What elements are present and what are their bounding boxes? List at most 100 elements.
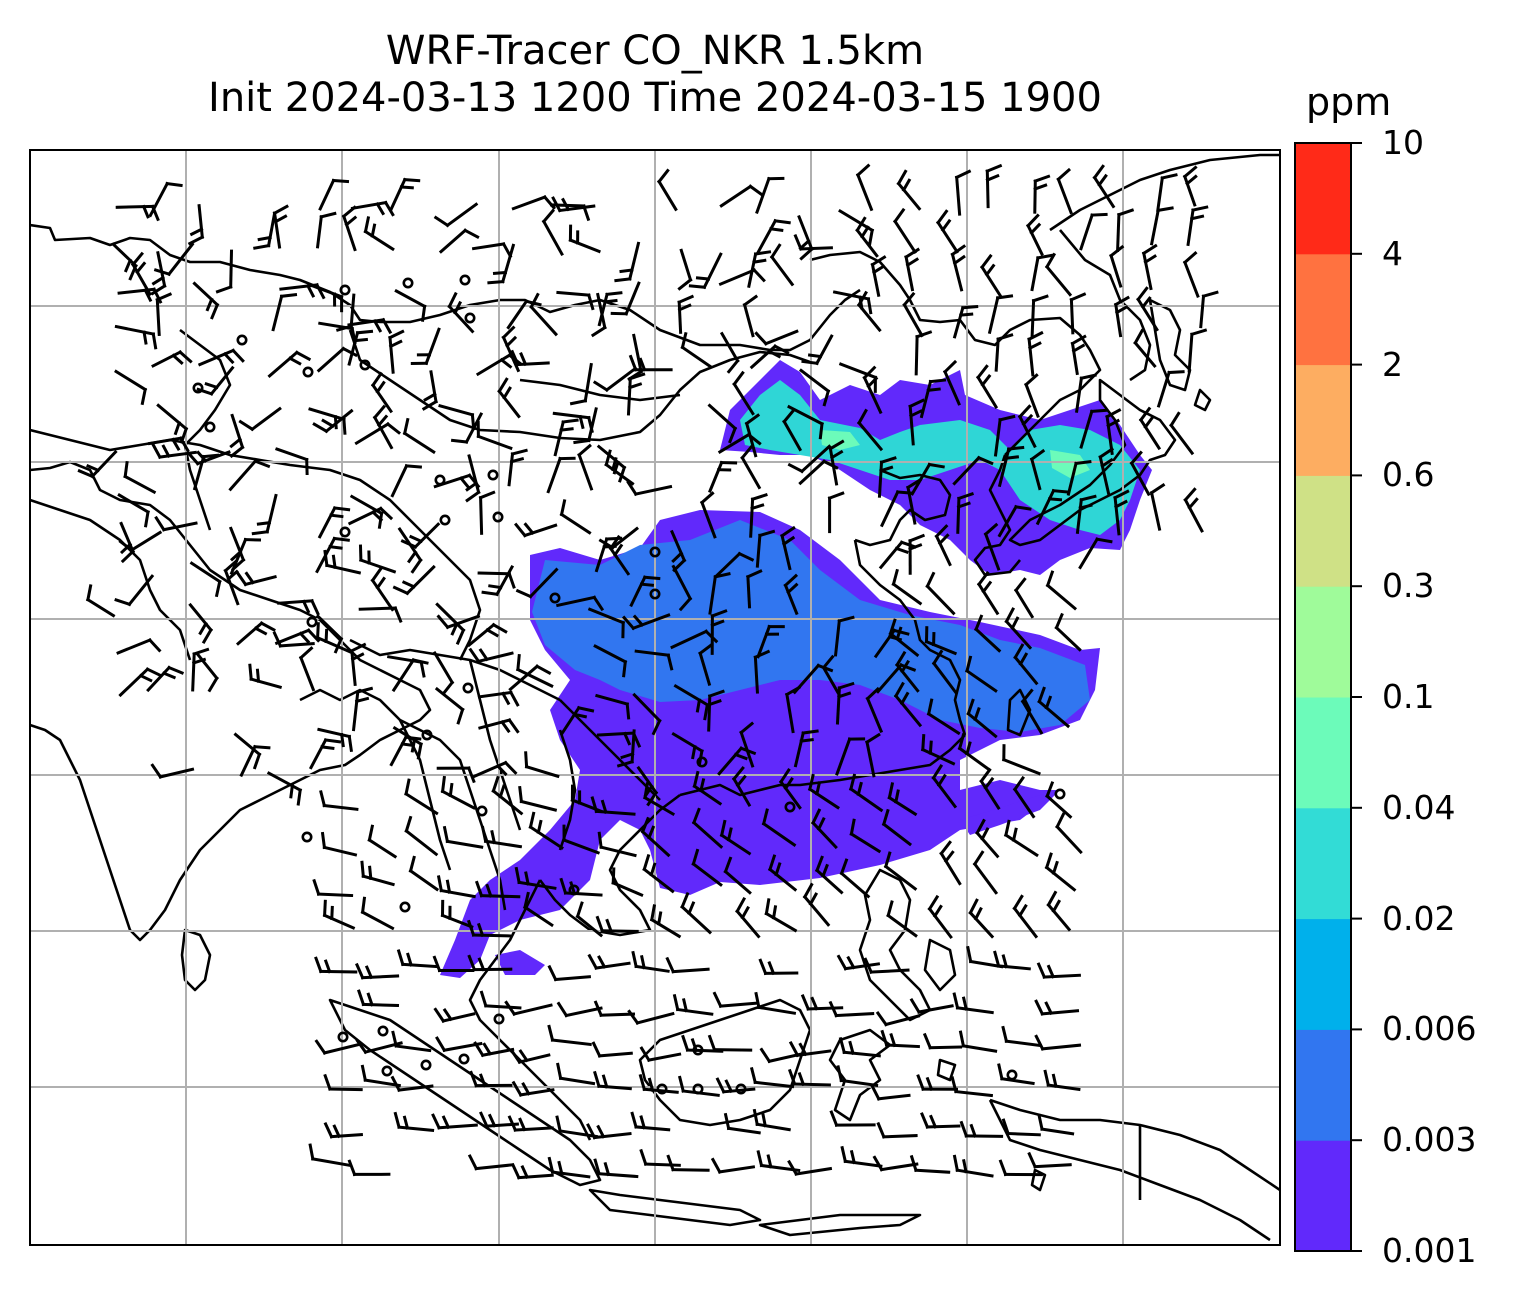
wind-barb-flag (561, 197, 571, 212)
calm-wind-marker (434, 474, 446, 486)
wind-barb-flag (205, 297, 214, 312)
wind-barb-staff (360, 910, 395, 931)
calm-wind-marker (692, 1044, 704, 1056)
wind-barb-staff (597, 1051, 633, 1058)
wind-barb-staff (855, 173, 874, 212)
wind-barb-staff (855, 228, 879, 258)
wind-barb-staff (597, 1084, 632, 1091)
wind-barb-staff (797, 214, 814, 252)
wind-barb-flag (1034, 1034, 1045, 1051)
wind-barb-flag (710, 619, 725, 628)
wind-barb-flag (643, 782, 650, 800)
wind-barb-staff (318, 321, 354, 331)
wind-barb-flag (1044, 695, 1053, 710)
wind-barb-flag (710, 1157, 722, 1174)
wind-barb-flag (120, 549, 136, 564)
wind-barb-flag (786, 582, 799, 595)
wind-barb-flag (355, 329, 374, 335)
wind-barb-flag (1051, 489, 1070, 494)
wind-barb-flag (724, 1079, 734, 1094)
calm-wind-marker (487, 469, 499, 481)
wind-barb-staff (328, 1087, 363, 1092)
wind-barb-staff (389, 177, 407, 212)
wind-barb-flag (441, 1115, 451, 1130)
wind-barb-flag (815, 781, 822, 796)
wind-barb-staff (233, 732, 262, 757)
colorbar-swatch (1295, 807, 1351, 920)
wind-barb-flag (605, 291, 623, 297)
wind-barb-flag (710, 609, 728, 618)
wind-barb-staff (691, 820, 724, 849)
wind-barb-flag (1055, 812, 1066, 829)
wind-barb-staff (523, 523, 558, 538)
wind-barb-flag (559, 499, 567, 517)
wind-barb-flag (957, 732, 966, 751)
wind-barb-staff (583, 362, 593, 403)
wind-barb-flag (235, 570, 248, 587)
wind-barb-staff (308, 737, 328, 770)
wind-barb-flag (1037, 1113, 1044, 1131)
wind-barb-flag (1012, 894, 1024, 911)
wind-barb-staff (441, 1012, 476, 1023)
wind-barb-flag (1027, 1151, 1037, 1169)
wind-barb-flag (628, 354, 638, 372)
wind-barb-flag (1090, 408, 1108, 414)
wind-barb-flag (400, 742, 415, 748)
colorbar-swatch (1295, 253, 1351, 366)
wind-barb-flag (958, 1030, 966, 1048)
wind-barb-flag (829, 449, 844, 460)
wind-barb-flag (171, 353, 184, 366)
wind-barb-flag (837, 615, 855, 623)
wind-barb-flag (569, 399, 588, 406)
wind-barb-flag (1183, 487, 1197, 503)
wind-barb-flag (1029, 448, 1046, 462)
wind-barb-flag (255, 668, 261, 683)
wind-barb-staff (1033, 179, 1037, 214)
wind-barb-staff (439, 888, 476, 899)
wind-barb-flag (294, 350, 312, 362)
wind-barb-staff (1029, 457, 1042, 491)
wind-barb-flag (1051, 899, 1062, 914)
wind-barb-flag (956, 491, 975, 501)
wind-barb-staff (390, 463, 409, 498)
wind-barb-flag (411, 658, 429, 665)
wind-barb-flag (355, 962, 365, 980)
wind-barb-flag (740, 444, 754, 460)
wind-barb-staff (1169, 423, 1195, 456)
wind-barb-staff (370, 383, 393, 414)
wind-barb-staff (541, 219, 564, 257)
wind-barb-staff (865, 696, 884, 734)
wind-barb-flag (782, 408, 796, 424)
wind-barb-flag (875, 1011, 889, 1027)
wind-barb-flag (569, 881, 577, 896)
wind-barb-staff (869, 968, 910, 974)
wind-barb-flag (752, 258, 767, 264)
wind-barb-staff (397, 1125, 435, 1133)
wind-barb-staff (319, 969, 358, 974)
wind-barb-staff (849, 831, 882, 854)
wind-barb-staff (814, 868, 844, 895)
wind-barb-flag (440, 775, 446, 794)
wind-barb-staff (996, 964, 1031, 971)
wind-barb-staff (717, 746, 744, 776)
wind-barb-flag (478, 648, 489, 662)
wind-barb-staff (717, 1165, 756, 1174)
wind-barb-staff (329, 1132, 364, 1139)
wind-barb-flag (887, 782, 895, 800)
coastline-segment (30, 460, 432, 942)
wind-barb-staff (197, 348, 236, 367)
wind-barb-flag (404, 815, 413, 833)
wind-barb-staff (298, 655, 316, 692)
wind-barb-staff (680, 345, 713, 369)
wind-barb-flag (547, 1024, 555, 1042)
wind-barb-flag (151, 275, 165, 286)
colorbar-unit-label: ppm (1306, 80, 1392, 124)
wind-barb-flag (551, 196, 562, 213)
wind-barb-flag (754, 991, 761, 1010)
calm-wind-marker (549, 592, 561, 604)
wind-barb-flag (479, 1111, 489, 1129)
wind-barb-flag (478, 1073, 487, 1088)
wind-barb-flag (639, 1115, 647, 1130)
wind-barb-flag (259, 621, 276, 632)
wind-barb-staff (546, 456, 563, 494)
